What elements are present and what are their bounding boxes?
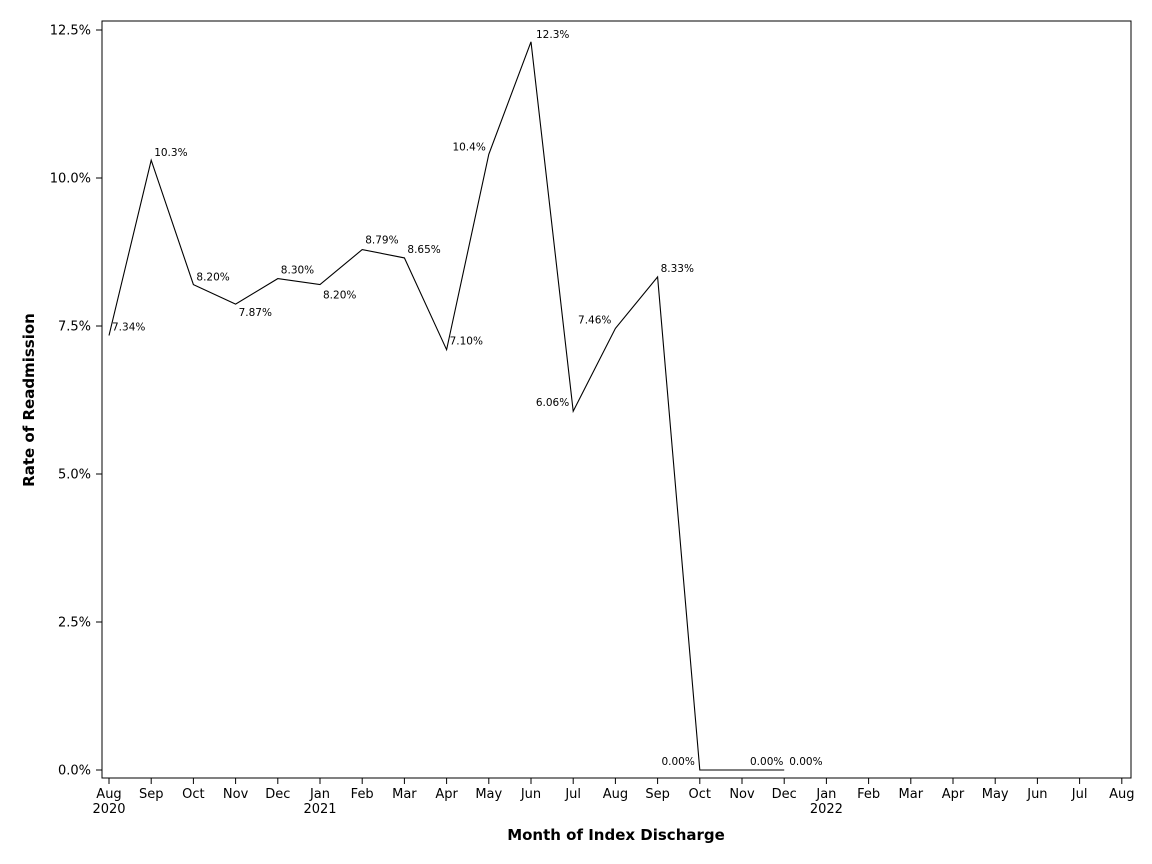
data-label: 8.65% (407, 244, 440, 256)
y-tick-label: 10.0% (50, 172, 91, 187)
data-label: 8.33% (661, 263, 694, 275)
x-tick-label: May (982, 787, 1009, 802)
x-tick-label: Sep (139, 787, 164, 802)
data-label: 7.34% (112, 321, 145, 333)
x-tick-label: Nov (223, 787, 249, 802)
data-label: 6.06% (536, 397, 569, 409)
x-tick-label: May (475, 787, 502, 802)
data-label: 8.20% (323, 290, 356, 302)
x-tick-label: Jun (520, 787, 541, 802)
data-label: 8.20% (196, 272, 229, 284)
series-line (108, 41, 785, 771)
x-tick-label: Oct (689, 787, 711, 802)
series-layer (108, 41, 785, 771)
x-tick-label: Apr (435, 787, 458, 802)
data-label: 8.79% (365, 235, 398, 247)
x-tick-label: Jan (815, 787, 836, 802)
data-labels: 7.34% 10.3% 8.20% 7.87% 8.30% 8.20% 8.79% 8.65%… (112, 29, 823, 768)
plot-frame (101, 20, 1132, 779)
y-tick-label: 7.5% (58, 320, 91, 335)
y-tick-label: 12.5% (50, 24, 91, 39)
x-tick-label: Oct (182, 787, 204, 802)
x-tick-label: Dec (772, 787, 797, 802)
y-tick-label: 5.0% (58, 468, 91, 483)
data-label: 10.3% (154, 147, 187, 159)
data-label: 0.00% (789, 756, 822, 768)
x-tick-label: Aug (603, 787, 628, 802)
data-label: 0.00% (750, 756, 783, 768)
x-tick-year-label: 2021 (303, 802, 336, 817)
x-tick-label: Feb (857, 787, 880, 802)
data-label: 8.30% (281, 265, 314, 277)
x-tick-year-label: 2020 (92, 802, 125, 817)
data-label: 10.4% (452, 141, 485, 153)
data-label: 12.3% (536, 29, 569, 41)
x-tick-label: Aug (1109, 787, 1134, 802)
x-tick-label: Dec (265, 787, 290, 802)
y-axis-title: Rate of Readmission (20, 313, 38, 487)
x-tick-label: Jan (309, 787, 330, 802)
y-tick-label: 2.5% (58, 616, 91, 631)
x-tick-label: Apr (942, 787, 965, 802)
data-label: 7.46% (578, 314, 611, 326)
x-axis-title: Month of Index Discharge (507, 826, 725, 844)
x-tick-label: Sep (645, 787, 670, 802)
y-axis: 0.0% 2.5% 5.0% 7.5% 10.0% 12.5% (50, 24, 102, 779)
x-tick-label: Aug (96, 787, 121, 802)
x-tick-label: Jun (1026, 787, 1047, 802)
x-tick-label: Feb (351, 787, 374, 802)
data-label: 0.00% (661, 756, 694, 768)
data-label: 7.87% (239, 307, 272, 319)
x-tick-label: Mar (392, 787, 417, 802)
x-tick-label: Jul (564, 787, 581, 802)
x-tick-label: Nov (729, 787, 755, 802)
x-tick-label: Mar (899, 787, 924, 802)
x-tick-year-label: 2022 (810, 802, 843, 817)
y-tick-label: 0.0% (58, 764, 91, 779)
x-tick-label: Jul (1071, 787, 1088, 802)
data-label: 7.10% (450, 336, 483, 348)
